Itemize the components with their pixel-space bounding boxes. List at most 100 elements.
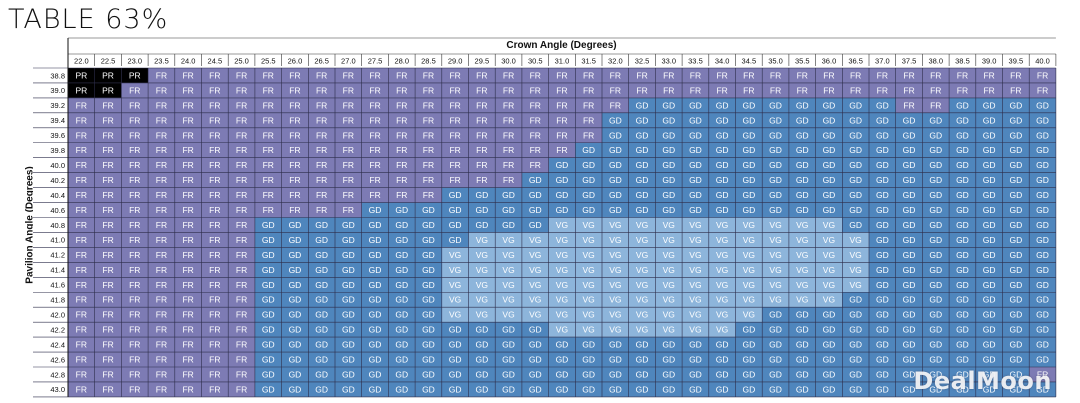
grade-cell: [468, 127, 496, 143]
grade-label: GD: [1036, 355, 1049, 365]
column-header: 32.0: [608, 57, 623, 66]
grade-label: FR: [530, 160, 541, 170]
grade-label: GD: [983, 250, 996, 260]
grade-label: FR: [289, 145, 300, 155]
grade-label: FR: [476, 115, 487, 125]
grade-cell: [655, 307, 683, 323]
grade-cell: [762, 352, 789, 367]
grade-label: FR: [476, 160, 487, 170]
grade-label: VG: [689, 265, 701, 275]
grade-cell: [628, 112, 656, 128]
grade-cell: [655, 187, 683, 203]
grade-cell: [708, 247, 736, 263]
row-header: 39.8: [50, 146, 65, 155]
grade-label: FR: [182, 220, 193, 230]
grade-label: GD: [903, 340, 916, 350]
grade-cell: [228, 247, 255, 263]
grade-cell: [68, 68, 95, 83]
grade-cell: [441, 277, 469, 293]
grade-cell: [94, 142, 122, 158]
grade-label: GD: [769, 115, 782, 125]
grade-label: GD: [262, 384, 275, 394]
grade-cell: [815, 292, 843, 308]
grade-cell: [361, 307, 389, 323]
grade-cell: [121, 68, 149, 83]
grade-cell: [575, 232, 602, 248]
grade-label: VG: [609, 295, 621, 305]
grade-cell: [388, 157, 416, 173]
grade-label: GD: [502, 325, 515, 335]
grade-cell: [228, 127, 255, 143]
grade-cell: [788, 142, 816, 158]
grade-label: GD: [903, 280, 916, 290]
grade-cell: [415, 292, 442, 308]
grade-cell: [174, 232, 202, 248]
grade-cell: [949, 322, 976, 338]
grade-label: GD: [1036, 340, 1049, 350]
grade-label: GD: [876, 310, 889, 320]
grade-label: FR: [823, 70, 834, 80]
grade-cell: [548, 82, 576, 98]
row-header: 41.4: [50, 266, 65, 275]
grade-cell: [228, 352, 255, 367]
grade-label: VG: [716, 235, 728, 245]
grade-cell: [388, 112, 416, 128]
grade-cell: [1002, 82, 1030, 98]
grade-cell: [1029, 172, 1056, 188]
grade-label: GD: [769, 130, 782, 140]
grade-cell: [1029, 157, 1056, 173]
grade-label: VG: [689, 310, 701, 320]
grade-label: GD: [1036, 235, 1049, 245]
grade-label: VG: [476, 280, 488, 290]
grade-cell: [254, 381, 282, 397]
grade-cell: [815, 217, 843, 233]
grade-cell: [762, 97, 789, 113]
grade-label: GD: [876, 265, 889, 275]
grade-label: FR: [263, 85, 274, 95]
grade-label: FR: [236, 325, 247, 335]
grade-cell: [655, 112, 683, 128]
grade-cell: [762, 367, 789, 382]
grade-cell: [895, 262, 923, 278]
grade-cell: [68, 127, 95, 143]
grade-label: FR: [209, 369, 220, 379]
grade-label: FR: [449, 145, 460, 155]
grade-cell: [521, 82, 549, 98]
grade-cell: [228, 367, 255, 382]
grade-cell: [174, 381, 202, 397]
grade-label: GD: [876, 160, 889, 170]
grade-cell: [602, 127, 629, 143]
grade-label: VG: [716, 250, 728, 260]
grade-label: GD: [369, 235, 382, 245]
grade-cell: [521, 202, 549, 218]
row-header: 38.8: [50, 71, 65, 80]
grade-cell: [281, 277, 309, 293]
grade-cell: [1002, 202, 1030, 218]
grade-cell: [975, 217, 1003, 233]
grade-cell: [68, 247, 95, 263]
grade-cell: [842, 187, 869, 203]
grade-cell: [94, 322, 122, 338]
grade-cell: [682, 157, 709, 173]
grade-cell: [628, 322, 656, 338]
grade-cell: [148, 112, 175, 128]
grade-label: FR: [209, 250, 220, 260]
grade-cell: [815, 82, 843, 98]
grade-cell: [441, 157, 469, 173]
grade-cell: [949, 217, 976, 233]
grade-label: GD: [502, 205, 515, 215]
grade-cell: [708, 277, 736, 293]
grade-cell: [922, 97, 950, 113]
grade-label: FR: [182, 160, 193, 170]
grade-cell: [869, 277, 896, 293]
grade-label: FR: [182, 130, 193, 140]
grade-label: FR: [156, 340, 167, 350]
grade-label: GD: [662, 384, 675, 394]
grade-cell: [949, 157, 976, 173]
grade-label: GD: [1009, 355, 1022, 365]
grade-label: GD: [289, 295, 302, 305]
grade-cell: [94, 172, 122, 188]
grade-cell: [708, 157, 736, 173]
grade-label: FR: [423, 175, 434, 185]
grade-cell: [602, 381, 629, 397]
